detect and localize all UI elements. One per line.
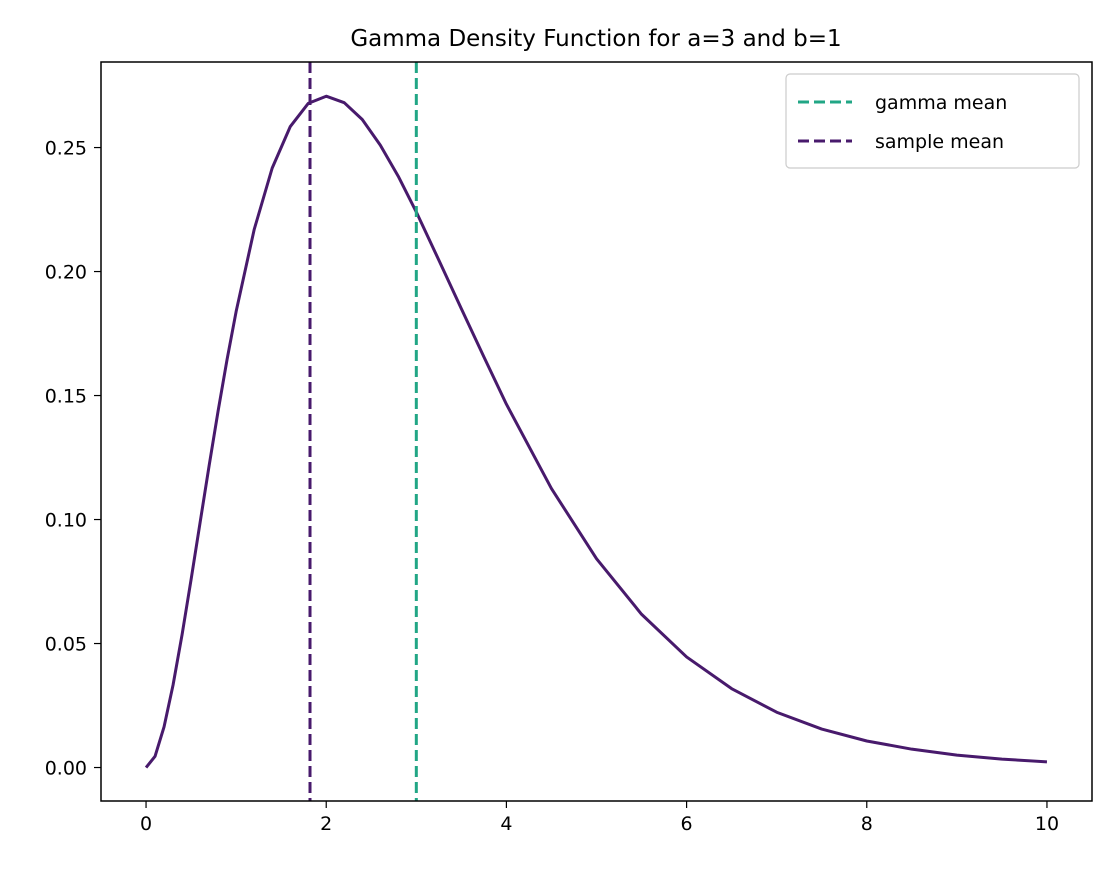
- legend: gamma mean sample mean: [785, 73, 1080, 169]
- x-tick-label: 8: [861, 813, 873, 835]
- axes-frame: [100, 61, 1093, 802]
- legend-label-gamma-mean: gamma mean: [875, 92, 1007, 114]
- chart-title: Gamma Density Function for a=3 and b=1: [350, 26, 841, 52]
- x-tick-label: 0: [140, 813, 152, 835]
- y-tick-label: 0.00: [45, 758, 87, 780]
- x-tick-label: 4: [500, 813, 512, 835]
- density-curve: [144, 94, 1048, 769]
- x-tick-label: 6: [681, 813, 693, 835]
- y-tick-label: 0.10: [45, 510, 87, 532]
- y-tick-label: 0.15: [45, 386, 87, 408]
- legend-box: [785, 73, 1080, 169]
- y-tick-label: 0.25: [45, 138, 87, 160]
- x-tick-label: 10: [1035, 813, 1059, 835]
- y-tick-label: 0.20: [45, 262, 87, 284]
- y-tick-label: 0.05: [45, 634, 87, 656]
- x-tick-label: 2: [320, 813, 332, 835]
- legend-label-sample-mean: sample mean: [875, 131, 1004, 153]
- plot-series-group: [144, 62, 1048, 801]
- plot-area: 0 2 4 6 8 10 0.00 0.05 0.10 0.15 0.20 0.25: [45, 62, 1059, 835]
